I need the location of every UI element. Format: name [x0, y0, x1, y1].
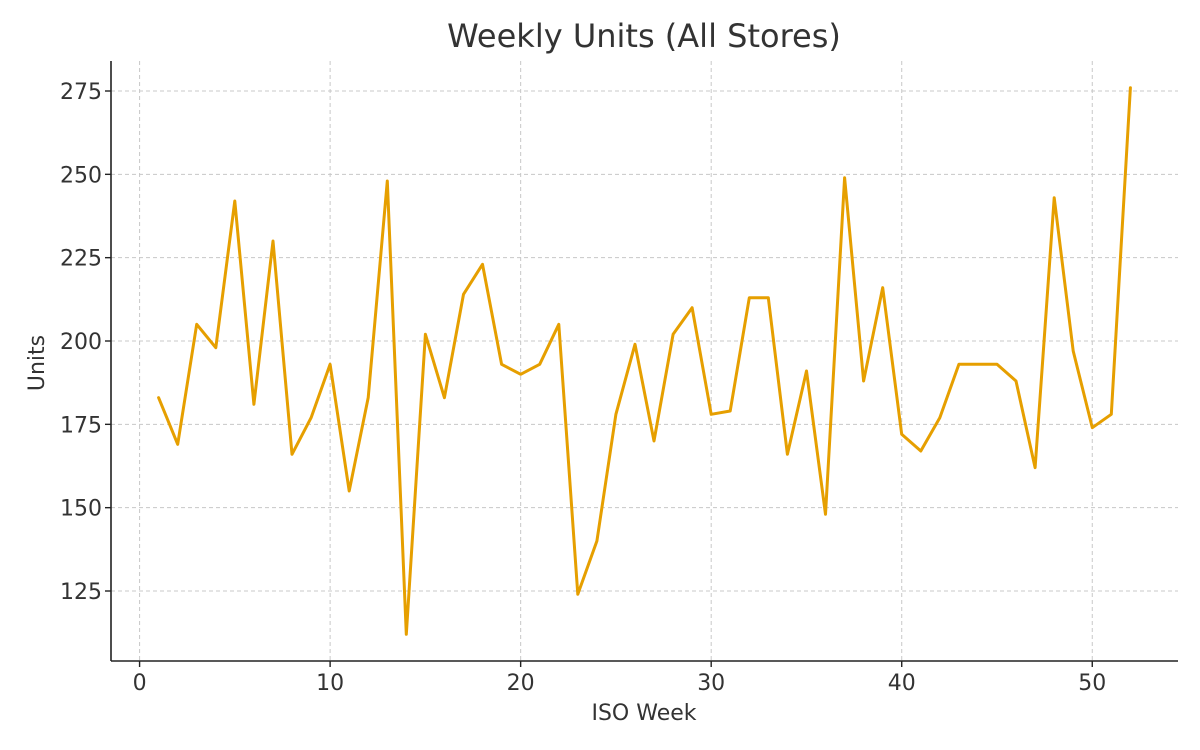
- tick-labels: 0 10 20 30 40 50 125 150 175 200 225 250 275: [60, 80, 1106, 696]
- y-axis-label: Units: [25, 335, 50, 391]
- series-line: [157, 86, 1132, 636]
- x-tick-label: 10: [316, 671, 344, 696]
- y-tick-label: 150: [60, 497, 102, 522]
- y-tick-label: 175: [60, 413, 102, 438]
- chart-title: Weekly Units (All Stores): [447, 17, 841, 55]
- y-tick-label: 275: [60, 80, 102, 105]
- y-tick-label: 250: [60, 163, 102, 188]
- grid: [111, 61, 1178, 661]
- y-tick-label: 200: [60, 330, 102, 355]
- axes: [105, 61, 1178, 667]
- x-tick-label: 40: [888, 671, 916, 696]
- y-tick-label: 125: [60, 580, 102, 605]
- x-axis-label: ISO Week: [591, 701, 696, 726]
- x-tick-label: 50: [1078, 671, 1106, 696]
- y-tick-label: 225: [60, 247, 102, 272]
- x-tick-label: 30: [697, 671, 725, 696]
- series: [157, 86, 1132, 636]
- x-tick-label: 20: [507, 671, 535, 696]
- x-tick-label: 0: [133, 671, 147, 696]
